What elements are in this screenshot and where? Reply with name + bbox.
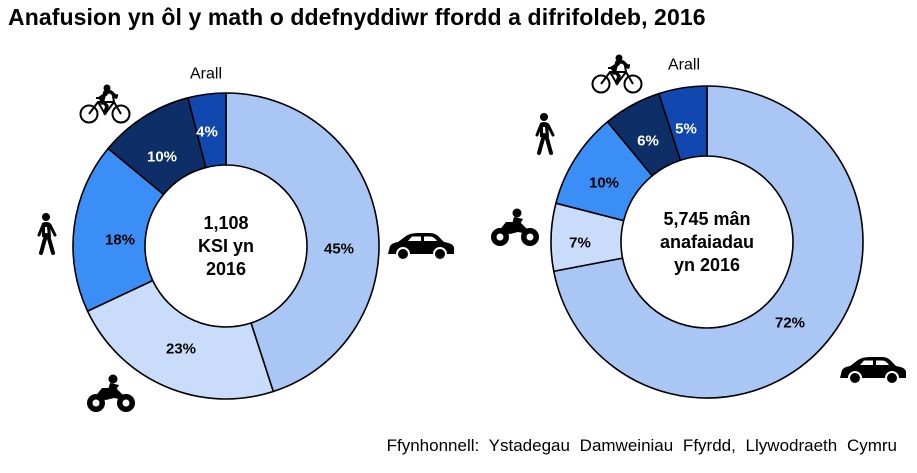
cyclist-icon xyxy=(590,52,644,95)
slice-label-car: 72% xyxy=(775,315,805,332)
donut-chart-ksi: 45% 23% 18% 10% 4% Arall 1,108 KSI yn 2016 xyxy=(37,66,455,412)
center-label-line: yn 2016 xyxy=(674,255,740,275)
cyclist-icon xyxy=(78,82,132,125)
motorcycle-icon xyxy=(87,374,135,412)
center-label-line: KSI yn xyxy=(198,236,254,256)
slice-car xyxy=(225,92,380,393)
car-icon xyxy=(839,356,907,385)
slice-motorcycle xyxy=(86,279,275,400)
slice-label-motorcycle: 23% xyxy=(166,341,196,358)
slice-label-car: 45% xyxy=(324,241,354,258)
center-label-line: anafaiadau xyxy=(660,232,754,252)
slice-label-other: 4% xyxy=(196,124,218,141)
source-note: Ffynhonnell: Ystadegau Damweiniau Ffyrdd… xyxy=(386,436,897,455)
slice-other xyxy=(187,92,227,169)
category-label-other: Arall xyxy=(668,57,700,74)
center-label-line: 1,108 xyxy=(203,213,248,233)
slice-label-motorcycle: 7% xyxy=(569,235,591,252)
category-label-other: Arall xyxy=(190,66,222,83)
motorcycle-icon xyxy=(491,208,539,246)
pedestrian-icon xyxy=(535,111,555,155)
donut-chart-minor: 72% 7% 10% 6% 5% Arall 5,745 mân anafaiadau yn 2… xyxy=(491,52,907,399)
slice-label-other: 5% xyxy=(675,121,697,138)
slice-label-pedestrian: 18% xyxy=(105,232,135,249)
chart-title: Anafusion yn ôl y math o ddefnyddiwr ffo… xyxy=(8,4,706,30)
center-label-line: 5,745 mân xyxy=(663,209,750,229)
slice-label-cyclist: 6% xyxy=(637,133,659,150)
car-icon xyxy=(387,232,455,261)
slice-car xyxy=(552,85,864,399)
slice-other xyxy=(657,85,708,162)
pedestrian-icon xyxy=(37,211,57,255)
center-label-line: 2016 xyxy=(206,259,246,279)
slice-label-pedestrian: 10% xyxy=(589,175,619,192)
slice-label-cyclist: 10% xyxy=(147,149,177,166)
